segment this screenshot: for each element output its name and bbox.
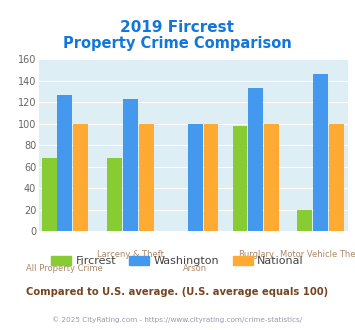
Text: Arson: Arson (184, 264, 207, 273)
Bar (204, 124, 218, 231)
Text: Burglary: Burglary (237, 250, 274, 259)
Bar (329, 124, 344, 231)
Text: Larceny & Theft: Larceny & Theft (97, 250, 164, 259)
Bar (139, 124, 154, 231)
Bar (42, 158, 57, 231)
Legend: Fircrest, Washington, National: Fircrest, Washington, National (47, 251, 308, 271)
Text: Compared to U.S. average. (U.S. average equals 100): Compared to U.S. average. (U.S. average … (26, 287, 329, 297)
Bar (108, 158, 122, 231)
Text: Motor Vehicle Theft: Motor Vehicle Theft (280, 250, 355, 259)
Bar (58, 95, 72, 231)
Bar (248, 88, 263, 231)
Bar (297, 210, 312, 231)
Text: Property Crime Comparison: Property Crime Comparison (63, 36, 292, 51)
Text: 2019 Fircrest: 2019 Fircrest (120, 20, 235, 35)
Bar (233, 126, 247, 231)
Text: © 2025 CityRating.com - https://www.cityrating.com/crime-statistics/: © 2025 CityRating.com - https://www.city… (53, 316, 302, 323)
Bar (188, 124, 203, 231)
Bar (313, 74, 328, 231)
Text: All Property Crime: All Property Crime (27, 264, 103, 273)
Bar (73, 124, 88, 231)
Bar (264, 124, 279, 231)
Bar (123, 99, 138, 231)
